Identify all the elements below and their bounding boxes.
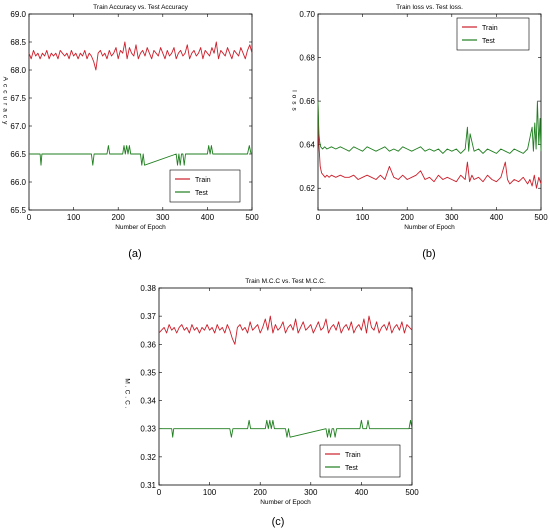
x-tick-label: 200: [112, 213, 126, 222]
y-axis-label: Accuracy: [2, 77, 9, 128]
legend: Train Test: [169, 169, 241, 203]
y-tick-label: 69.0: [10, 10, 26, 19]
chart-panel-3: Train M.C.C vs. Test M.C.C. 0 100 200 300 400…: [124, 278, 420, 528]
x-tick-label: 400: [355, 488, 369, 497]
series-line-test: [317, 100, 542, 154]
panel-caption: (b): [422, 248, 435, 260]
x-tick-label: 500: [245, 213, 259, 222]
y-tick-label: 0.38: [140, 284, 156, 293]
x-tick-label: 500: [405, 488, 419, 497]
y-tick-label: 0.35: [140, 368, 156, 377]
x-tick-label: 300: [445, 213, 459, 222]
legend: Train Test: [456, 17, 530, 51]
legend-label-test: Test: [482, 38, 495, 45]
series-group: [28, 41, 253, 166]
y-tick-label: 0.70: [299, 10, 315, 19]
x-tick-label: 200: [254, 488, 268, 497]
panel-caption: (c): [272, 516, 285, 528]
y-tick-label: 68.0: [10, 66, 26, 75]
chart-title: Train M.C.C vs. Test M.C.C.: [245, 278, 326, 285]
legend-label-train: Train: [482, 25, 498, 32]
x-tick-label: 400: [201, 213, 215, 222]
y-tick-label: 0.32: [140, 453, 156, 462]
legend-label-train: Train: [195, 177, 211, 184]
y-tick-label: 0.36: [140, 340, 156, 349]
y-tick-label: 68.5: [10, 38, 26, 47]
legend-box: [169, 169, 241, 203]
y-tick-label: 0.64: [299, 141, 315, 150]
x-tick-label: 100: [203, 488, 217, 497]
y-tick-label: 0.66: [299, 97, 315, 106]
x-tick-label: 0: [316, 213, 321, 222]
series-line-train: [317, 101, 542, 189]
y-tick-label: 0.33: [140, 425, 156, 434]
y-axis-label: loss: [291, 90, 298, 114]
chart-panel-1: Train Accuracy vs. Test Accuracy 0 100 200 3…: [2, 4, 260, 260]
y-tick-label: 0.37: [140, 312, 156, 321]
x-tick-label: 300: [304, 488, 318, 497]
legend: Train Test: [319, 444, 401, 478]
x-tick-label: 0: [157, 488, 162, 497]
x-tick-label: 100: [67, 213, 81, 222]
x-tick-label: 500: [534, 213, 548, 222]
x-tick-label: 400: [490, 213, 504, 222]
panel-caption: (a): [128, 248, 141, 260]
y-axis-label: M.C.C.: [124, 378, 131, 410]
y-tick-label: 0.31: [140, 481, 156, 490]
series-group: [317, 100, 542, 189]
legend-label-test: Test: [195, 190, 208, 197]
series-line-test: [159, 419, 413, 438]
x-tick-label: 0: [27, 213, 32, 222]
y-tick-label: 0.62: [299, 184, 315, 193]
chart-title: Train loss vs. Test loss.: [396, 4, 463, 11]
y-tick-label: 66.0: [10, 178, 26, 187]
y-tick-label: 67.0: [10, 122, 26, 131]
x-tick-label: 300: [156, 213, 170, 222]
x-axis-label: Number of Epoch: [260, 499, 311, 506]
legend-box: [319, 444, 401, 478]
x-axis-label: Number of Epoch: [115, 224, 166, 231]
series-group: [158, 315, 413, 438]
y-tick-label: 67.5: [10, 94, 26, 103]
y-tick-label: 66.5: [10, 150, 26, 159]
chart-panel-2: Train loss vs. Test loss. 0 100 200 300 400 50…: [291, 4, 549, 260]
x-tick-label: 200: [401, 213, 415, 222]
x-tick-label: 100: [356, 213, 370, 222]
y-tick-label: 0.34: [140, 397, 156, 406]
chart-title: Train Accuracy vs. Test Accuracy: [93, 4, 188, 11]
legend-label-test: Test: [345, 465, 358, 472]
y-tick-label: 0.68: [299, 54, 315, 63]
legend-label-train: Train: [345, 452, 361, 459]
x-axis-label: Number of Epoch: [404, 224, 455, 231]
y-tick-label: 65.5: [10, 206, 26, 215]
legend-box: [456, 17, 530, 51]
